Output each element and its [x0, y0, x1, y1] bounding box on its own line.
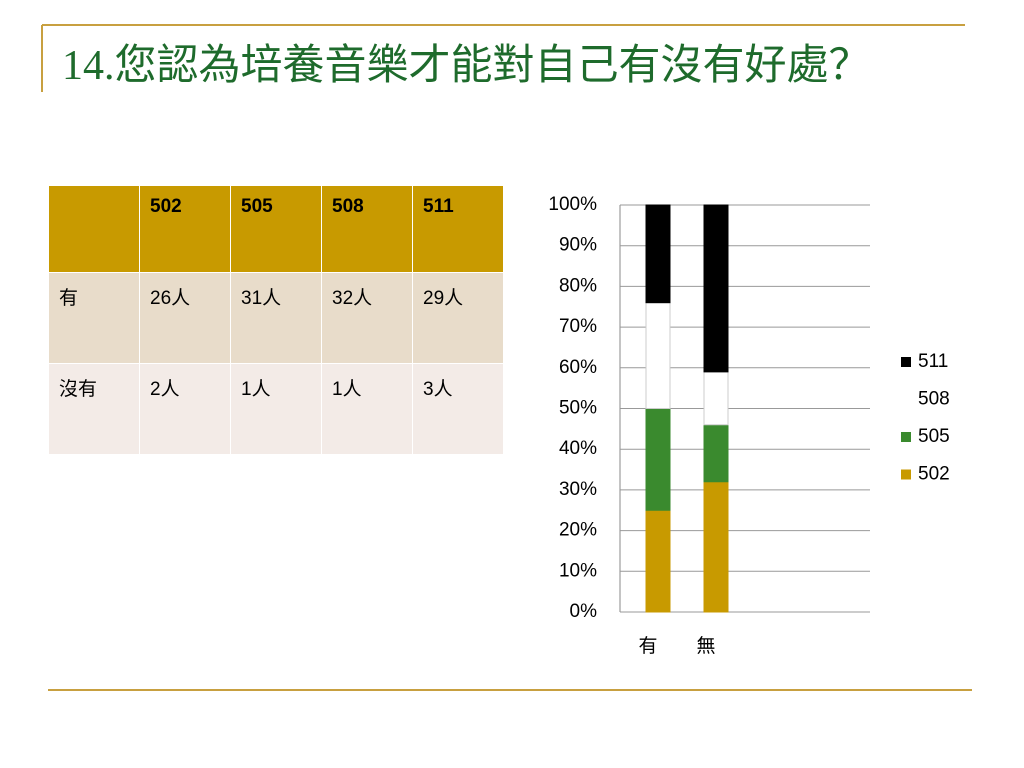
- cell: 29人: [412, 272, 504, 364]
- slide-title: 14.您認為培養音樂才能對自己有沒有好處？: [62, 43, 871, 89]
- y-tick-label: 70%: [559, 316, 597, 337]
- legend-swatch: [901, 432, 911, 442]
- y-tick-label: 50%: [559, 398, 597, 419]
- table-header: 502 505 508 511: [48, 185, 504, 273]
- y-tick-label: 80%: [559, 275, 597, 296]
- bar-segment: [703, 481, 729, 613]
- legend-swatch: [901, 469, 911, 480]
- cell: 26人: [139, 272, 231, 364]
- corner-cell: [48, 185, 140, 273]
- legend-label: 505: [918, 426, 950, 447]
- header-cell: 511: [412, 185, 504, 273]
- cell: 31人: [230, 272, 322, 364]
- legend-label: 511: [918, 351, 948, 372]
- bar-segment: [703, 424, 729, 483]
- y-tick-label: 30%: [559, 479, 597, 500]
- x-tick-label: 無: [696, 635, 715, 657]
- legend-swatch: [901, 394, 911, 405]
- y-tick-label: 20%: [559, 520, 597, 541]
- cell: 3人: [412, 363, 504, 455]
- bar-segment: [703, 371, 729, 426]
- bar-segment: [645, 408, 671, 511]
- cell: 1人: [321, 363, 413, 455]
- legend-label: 502: [918, 464, 950, 485]
- bar-segment: [645, 302, 671, 409]
- x-tick-label: 有: [638, 635, 657, 657]
- data-table: 502 505 508 511 有 26人 31人 32人 29人 沒有 2人 …: [48, 185, 504, 455]
- y-tick-label: 60%: [559, 357, 597, 378]
- bar-segment: [645, 509, 671, 613]
- y-tick-label: 0%: [570, 601, 598, 622]
- legend-label: 508: [918, 389, 950, 410]
- table-row: 沒有 2人 1人 1人 3人: [48, 363, 504, 455]
- y-tick-label: 10%: [559, 560, 597, 581]
- bar-segment: [703, 204, 729, 373]
- cell: 有: [48, 272, 140, 364]
- y-tick-label: 40%: [559, 438, 597, 459]
- cell: 1人: [230, 363, 322, 455]
- header-cell: 508: [321, 185, 413, 273]
- legend-swatch: [901, 357, 911, 367]
- y-tick-label: 100%: [548, 194, 597, 215]
- table-row: 有 26人 31人 32人 29人: [48, 272, 504, 364]
- y-tick-label: 90%: [559, 235, 597, 256]
- bar-segment: [645, 204, 671, 304]
- cell: 2人: [139, 363, 231, 455]
